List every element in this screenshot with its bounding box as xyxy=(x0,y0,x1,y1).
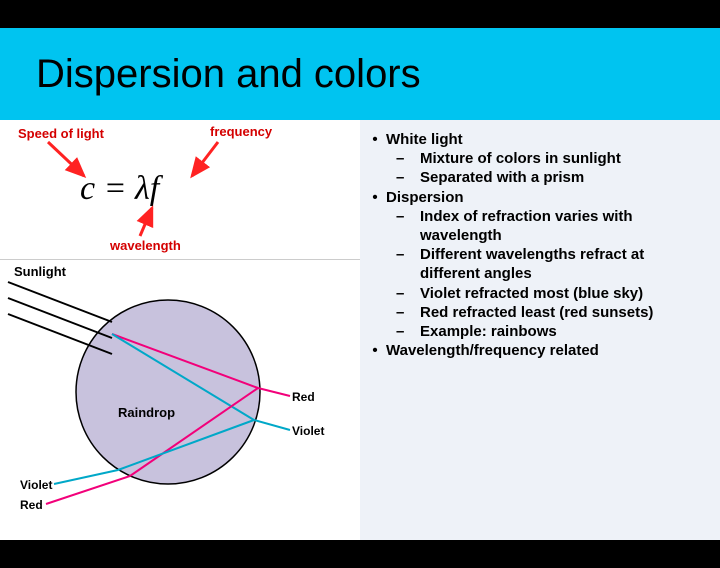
sub-item: – Different wavelengths refract at diffe… xyxy=(364,245,708,283)
sub-text: Different wavelengths refract at differe… xyxy=(420,245,708,283)
violet-label-bottom: Violet xyxy=(20,478,52,492)
formula-arrows xyxy=(0,120,360,260)
bullet-list: • White light – Mixture of colors in sun… xyxy=(360,120,720,540)
bullet-item: • Wavelength/frequency related xyxy=(364,341,708,360)
sub-text: Example: rainbows xyxy=(420,322,708,341)
sub-item: – Example: rainbows xyxy=(364,322,708,341)
dash-mark: – xyxy=(396,245,420,283)
sub-text: Mixture of colors in sunlight xyxy=(420,149,708,168)
dash-mark: – xyxy=(396,284,420,303)
sub-text: Index of refraction varies with waveleng… xyxy=(420,207,708,245)
bullet-mark: • xyxy=(364,341,386,360)
red-label-bottom: Red xyxy=(20,498,43,512)
sub-item: – Red refracted least (red sunsets) xyxy=(364,303,708,322)
bullet-mark: • xyxy=(364,188,386,207)
dash-mark: – xyxy=(396,207,420,245)
dash-mark: – xyxy=(396,168,420,187)
dash-mark: – xyxy=(396,303,420,322)
sub-text: Red refracted least (red sunsets) xyxy=(420,303,708,322)
violet-label-right: Violet xyxy=(292,424,324,438)
page-title: Dispersion and colors xyxy=(36,52,421,97)
red-label-right: Red xyxy=(292,390,315,404)
sub-item: – Index of refraction varies with wavele… xyxy=(364,207,708,245)
content-area: Speed of light frequency wavelength c = … xyxy=(0,120,720,540)
title-bar: Dispersion and colors xyxy=(0,28,720,120)
sub-text: Separated with a prism xyxy=(420,168,708,187)
formula-diagram: Speed of light frequency wavelength c = … xyxy=(0,120,360,260)
bullet-text: Dispersion xyxy=(386,188,708,207)
raindrop-label: Raindrop xyxy=(118,405,175,420)
dash-mark: – xyxy=(396,149,420,168)
bullet-item: • White light xyxy=(364,130,708,149)
sub-item: – Separated with a prism xyxy=(364,168,708,187)
bullet-text: Wavelength/frequency related xyxy=(386,341,708,360)
dash-mark: – xyxy=(396,322,420,341)
left-column: Speed of light frequency wavelength c = … xyxy=(0,120,360,540)
sub-item: – Violet refracted most (blue sky) xyxy=(364,284,708,303)
sub-item: – Mixture of colors in sunlight xyxy=(364,149,708,168)
bullet-item: • Dispersion xyxy=(364,188,708,207)
raindrop-diagram: Sunlight Raindrop Red Violet Violet Red xyxy=(0,260,360,520)
bullet-text: White light xyxy=(386,130,708,149)
sub-text: Violet refracted most (blue sky) xyxy=(420,284,708,303)
bullet-mark: • xyxy=(364,130,386,149)
sunlight-label: Sunlight xyxy=(14,264,66,279)
